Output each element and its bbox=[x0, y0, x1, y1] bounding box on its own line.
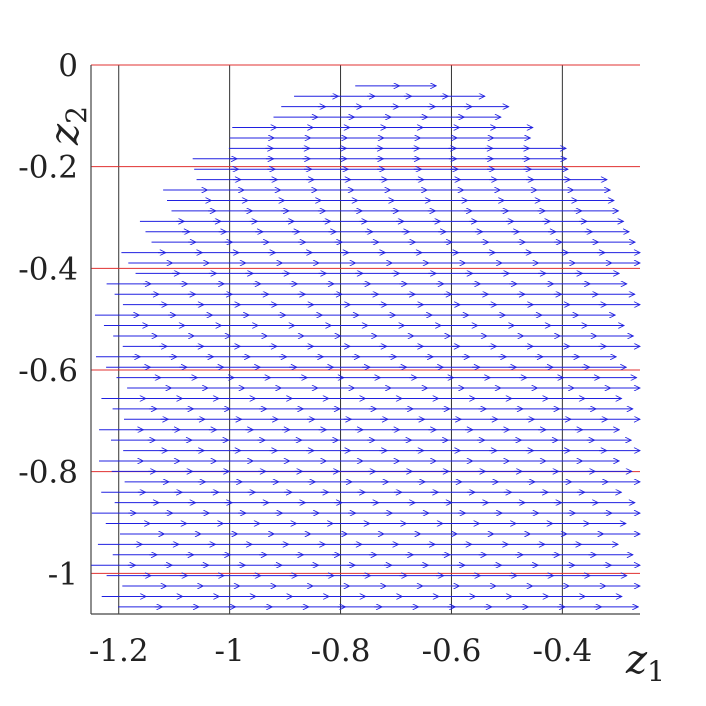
x-axis-label-base: z bbox=[625, 637, 648, 683]
y-axis-label-base: z bbox=[42, 123, 88, 146]
vertical-grid-lines bbox=[118, 65, 563, 614]
y-tick-label-5: -1 bbox=[48, 556, 78, 592]
x-axis-label-subscript: 1 bbox=[647, 655, 665, 688]
x-tick-label-1: -1 bbox=[215, 633, 245, 669]
y-tick-label-4: -0.8 bbox=[18, 455, 78, 491]
y-axis-label: z2 bbox=[42, 106, 93, 146]
y-tick-label-0: 0 bbox=[58, 48, 78, 84]
x-tick-labels: -1.2 -1 -0.8 -0.6 -0.4 bbox=[89, 633, 592, 669]
x-tick-label-2: -0.8 bbox=[311, 633, 371, 669]
x-axis-label: z1 bbox=[625, 637, 665, 688]
y-axis-label-subscript: 2 bbox=[60, 106, 93, 124]
x-tick-label-4: -0.4 bbox=[532, 633, 592, 669]
vector-field bbox=[91, 86, 640, 607]
axes-frame bbox=[90, 65, 640, 615]
y-tick-labels: 0 -0.2 -0.4 -0.6 -0.8 -1 bbox=[18, 48, 78, 592]
y-tick-label-2: -0.4 bbox=[18, 251, 78, 287]
y-tick-label-1: -0.2 bbox=[18, 150, 78, 186]
x-tick-label-3: -0.6 bbox=[422, 633, 482, 669]
x-tick-label-0: -1.2 bbox=[89, 633, 149, 669]
horizontal-grid-lines bbox=[91, 64, 640, 574]
y-tick-label-3: -0.6 bbox=[18, 353, 78, 389]
